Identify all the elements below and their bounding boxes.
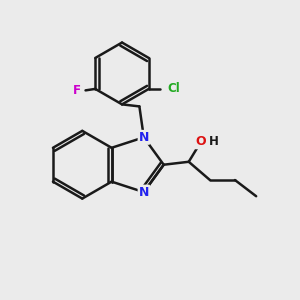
Text: N: N	[139, 131, 149, 144]
Text: O: O	[196, 135, 206, 148]
Text: H: H	[209, 135, 219, 148]
Text: N: N	[139, 186, 149, 199]
Text: Cl: Cl	[167, 82, 180, 95]
Text: F: F	[73, 84, 80, 97]
